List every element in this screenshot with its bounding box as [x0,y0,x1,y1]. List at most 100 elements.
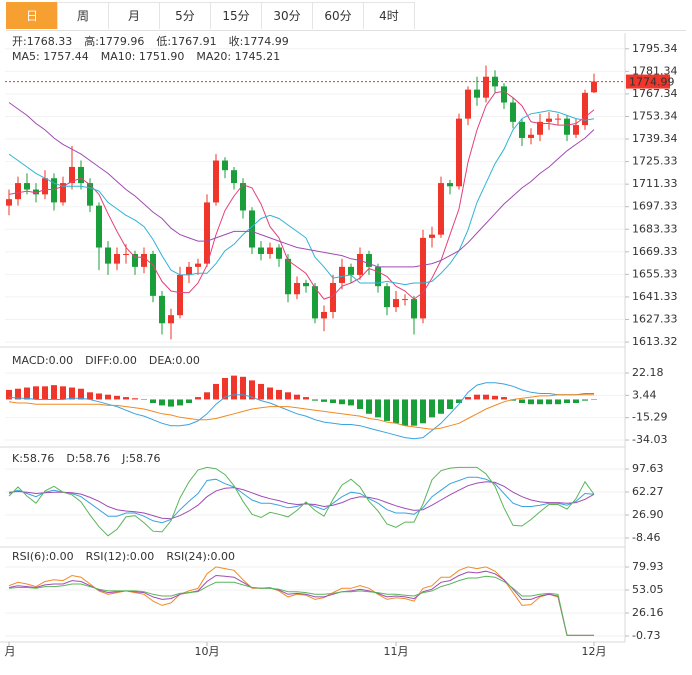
macd-bar [285,392,291,400]
macd-bar [24,387,30,400]
legend-entry: K:58.76 [12,452,54,465]
indicator-line [8,110,595,286]
y-tick-label: -34.03 [632,433,667,446]
y-tick-label: 1683.33 [632,222,678,235]
indicator-line [8,566,594,636]
candle-body [438,183,444,235]
indicator-line [8,102,595,268]
macd-bar [87,392,93,400]
legend-entry: MA5: 1757.44 [12,50,89,63]
candle-body [294,282,300,295]
legend-entry: MA10: 1751.90 [101,50,185,63]
macd-bar [492,395,498,400]
macd-bar [231,375,237,400]
period-tab[interactable]: 30分 [261,2,313,29]
candle-body [42,178,48,195]
candle-body [276,247,282,259]
candle-body [564,118,570,135]
macd-bar [375,399,381,418]
macd-bar [303,397,309,400]
macd-bar [564,399,570,404]
period-tab[interactable]: 日 [6,2,58,29]
x-tick-label: 月 [5,645,16,658]
candle-body [204,202,210,264]
macd-bar [429,399,435,418]
period-tab[interactable]: 15分 [210,2,262,29]
legend-entry: DEA:0.00 [149,354,200,367]
legend-entry: 收:1774.99 [229,34,289,48]
indicator-line [8,90,595,300]
candle-body [114,253,120,264]
macd-bar [222,377,228,400]
candle-body [501,86,507,103]
x-tick-label: 10月 [195,645,220,658]
candle-body [15,183,21,200]
legend-entry: RSI(6):0.00 [12,550,74,563]
macd-bar [402,399,408,426]
y-tick-label: 62.27 [632,485,664,498]
candle-body [330,282,336,312]
indicator-line [8,394,594,430]
macd-bar [510,399,516,401]
y-tick-label: 1795.34 [632,42,678,55]
candle-body [285,258,291,295]
last-price-label: 1774.99 [629,76,675,89]
y-tick-label: 1655.33 [632,267,678,280]
candle-body [582,92,588,126]
candle-body [105,247,111,264]
period-tab[interactable]: 4时 [363,2,415,29]
indicator-line [8,481,595,520]
macd-bar [15,388,21,400]
candle-body [528,134,534,138]
macd-bar [123,397,129,400]
candle-body [222,160,228,171]
macd-bar [537,399,543,405]
last-price-box [626,74,670,89]
legend-entry: MA20: 1745.21 [196,50,280,63]
y-tick-label: 53.05 [632,583,664,596]
macd-bar [204,392,210,400]
y-tick-label: 1781.34 [632,64,678,77]
macd-bar [150,399,156,404]
candle-body [168,315,174,324]
macd-bar [438,399,444,414]
macd-bar [96,393,102,400]
macd-bar [177,399,183,406]
candle-body [411,299,417,319]
candle-body [303,282,309,287]
y-tick-label: 1739.34 [632,132,678,145]
candle-body [231,170,237,184]
y-tick-label: 22.18 [632,366,664,379]
macd-bar [330,399,336,404]
y-tick-label: 79.93 [632,560,664,573]
macd-bar [546,399,552,405]
macd-bar [78,388,84,400]
macd-bar [528,399,534,405]
candle-body [132,253,138,267]
candle-body [159,295,165,324]
period-tab[interactable]: 5分 [159,2,211,29]
macd-bar [249,380,255,400]
candle-body [177,274,183,316]
candle-body [429,234,435,238]
macd-bar [474,394,480,400]
candle-body [393,299,399,308]
macd-bar [519,399,525,404]
period-tabs: 日周月 5分 15分 30分 60分 4时 [6,2,686,31]
period-tab[interactable]: 月 [108,2,160,29]
y-tick-label: 1697.33 [632,200,678,213]
macd-bar [69,387,75,400]
macd-bar [294,394,300,400]
macd-bar [339,399,345,405]
macd-bar [582,399,588,401]
macd-bar [366,399,372,414]
macd-bar [159,399,165,406]
period-tab[interactable]: 周 [57,2,109,29]
macd-bar [168,399,174,407]
y-tick-label: -8.46 [632,531,660,544]
candle-body [240,183,246,211]
macd-bar [51,385,57,400]
macd-bar [384,399,390,421]
candle-body [456,118,462,187]
